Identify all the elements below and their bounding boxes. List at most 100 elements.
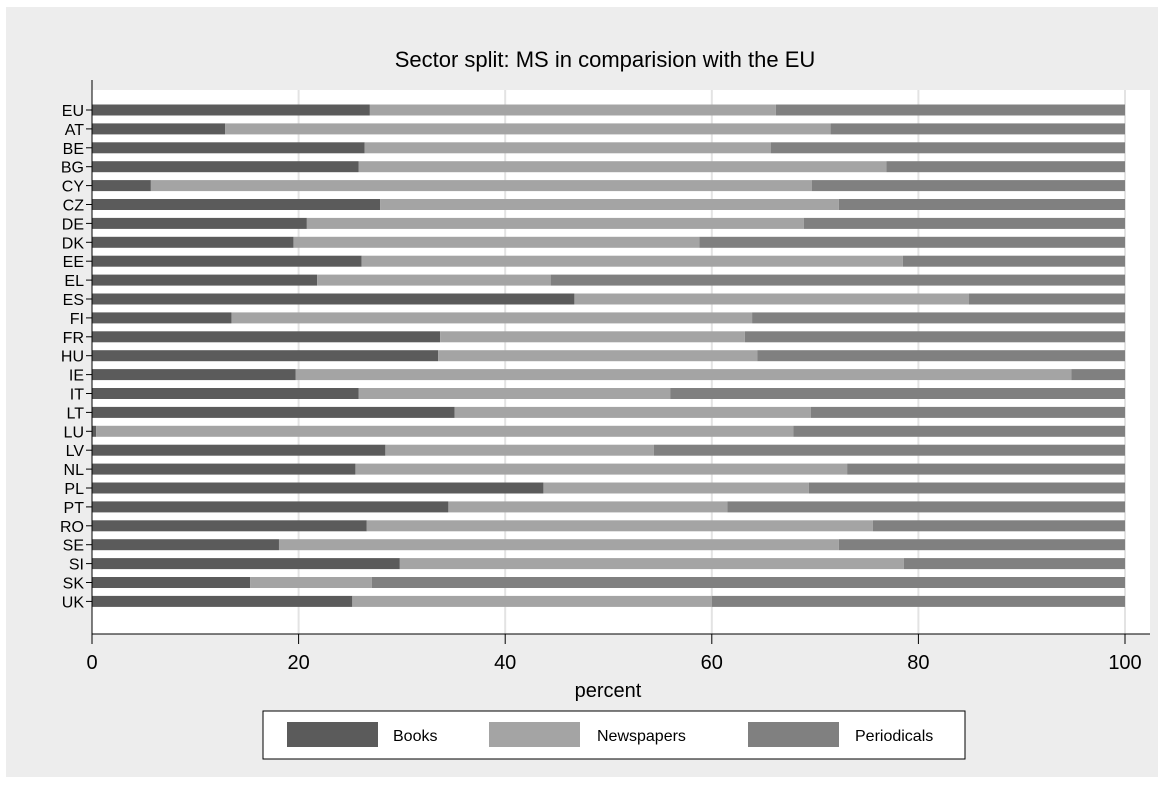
- bar-books-it: [92, 388, 359, 399]
- category-label: EU: [62, 103, 84, 120]
- bar-periodicals-dk: [699, 236, 1125, 248]
- category-label: PT: [64, 500, 85, 517]
- bar-periodicals-at: [830, 123, 1125, 135]
- category-label: AT: [65, 122, 84, 139]
- legend-box: [262, 710, 966, 760]
- bar-newspapers-se: [278, 539, 839, 551]
- legend-swatch-periodicals: [748, 722, 839, 747]
- bar-books-sk: [92, 577, 251, 588]
- bar-periodicals-cz: [838, 199, 1125, 210]
- bar-books-fi: [92, 312, 232, 324]
- legend-label-newspapers: Newspapers: [597, 728, 686, 745]
- bar-newspapers-bg: [358, 161, 887, 173]
- bar-newspapers-be: [364, 142, 771, 154]
- bar-books-es: [92, 293, 575, 305]
- bar-periodicals-el: [550, 274, 1125, 286]
- category-label: EE: [63, 254, 84, 271]
- bar-newspapers-ie: [295, 369, 1072, 381]
- bar-books-lu: [92, 425, 97, 437]
- bar-books-hu: [92, 350, 439, 362]
- bar-books-ee: [92, 255, 362, 267]
- bar-periodicals-uk: [711, 595, 1125, 607]
- category-label: HU: [61, 349, 84, 366]
- bar-layer: [92, 104, 1125, 607]
- bar-books-si: [92, 558, 400, 570]
- bar-periodicals-cy: [812, 180, 1125, 192]
- bar-newspapers-lv: [385, 444, 654, 456]
- bar-periodicals-it: [670, 388, 1125, 399]
- bar-newspapers-el: [317, 274, 551, 286]
- bar-newspapers-sk: [250, 577, 372, 588]
- x-tick-label: 60: [701, 652, 723, 674]
- bar-books-lv: [92, 444, 386, 456]
- category-label: RO: [60, 519, 84, 536]
- bar-books-pt: [92, 501, 449, 513]
- category-label: BE: [63, 141, 84, 158]
- category-label: BG: [61, 160, 84, 177]
- bar-newspapers-fr: [440, 331, 745, 343]
- x-tick-label: 80: [907, 652, 929, 674]
- bar-periodicals-be: [770, 142, 1125, 154]
- bar-books-pl: [92, 482, 544, 494]
- category-label: NL: [64, 462, 85, 479]
- category-label: LV: [66, 443, 85, 460]
- bar-books-de: [92, 217, 307, 229]
- bar-newspapers-eu: [369, 104, 776, 116]
- bar-newspapers-lu: [96, 425, 794, 437]
- bar-periodicals-ie: [1071, 369, 1125, 381]
- bar-newspapers-nl: [355, 463, 848, 475]
- x-tick-label: 40: [494, 652, 516, 674]
- bar-books-lt: [92, 406, 455, 418]
- bar-books-be: [92, 142, 365, 154]
- bar-books-cz: [92, 199, 381, 210]
- category-label: DK: [62, 235, 85, 252]
- bar-periodicals-nl: [847, 463, 1125, 475]
- bar-books-bg: [92, 161, 359, 173]
- bar-books-nl: [92, 463, 356, 475]
- bar-periodicals-fr: [744, 331, 1125, 343]
- bar-periodicals-ro: [872, 520, 1125, 532]
- bar-newspapers-ee: [361, 255, 903, 267]
- bar-books-ie: [92, 369, 296, 381]
- bar-newspapers-uk: [352, 595, 712, 607]
- category-label: CY: [62, 179, 85, 196]
- category-label: UK: [62, 594, 85, 611]
- bar-periodicals-es: [969, 293, 1125, 305]
- bar-periodicals-hu: [757, 350, 1125, 362]
- bar-books-se: [92, 539, 279, 551]
- category-label: CZ: [63, 198, 85, 215]
- category-label: SI: [69, 557, 84, 574]
- x-tick-label: 0: [86, 652, 97, 674]
- bar-periodicals-de: [803, 217, 1125, 229]
- bar-books-cy: [92, 180, 151, 192]
- bar-newspapers-de: [306, 217, 804, 229]
- category-label: LU: [64, 424, 84, 441]
- legend-label-books: Books: [393, 728, 437, 745]
- bar-periodicals-pt: [727, 501, 1125, 513]
- category-label: IE: [69, 368, 84, 385]
- bar-periodicals-si: [903, 558, 1125, 570]
- bar-periodicals-lt: [810, 406, 1125, 418]
- bar-periodicals-bg: [886, 161, 1125, 173]
- bar-periodicals-se: [838, 539, 1125, 551]
- bar-periodicals-fi: [752, 312, 1125, 324]
- category-label: PL: [64, 481, 84, 498]
- bar-books-fr: [92, 331, 441, 343]
- bar-periodicals-lu: [793, 425, 1125, 437]
- bar-newspapers-dk: [293, 236, 700, 248]
- legend-label-periodicals: Periodicals: [855, 728, 933, 745]
- bar-periodicals-eu: [775, 104, 1125, 116]
- legend-swatch-books: [287, 722, 378, 747]
- bar-books-dk: [92, 236, 294, 248]
- bar-newspapers-fi: [231, 312, 753, 324]
- category-label: DE: [62, 216, 84, 233]
- category-label: SE: [63, 538, 84, 555]
- bar-books-uk: [92, 595, 353, 607]
- bar-periodicals-sk: [371, 577, 1125, 588]
- bar-books-ro: [92, 520, 367, 532]
- bar-newspapers-pt: [448, 501, 728, 513]
- bar-newspapers-pl: [543, 482, 809, 494]
- bar-periodicals-lv: [653, 444, 1125, 456]
